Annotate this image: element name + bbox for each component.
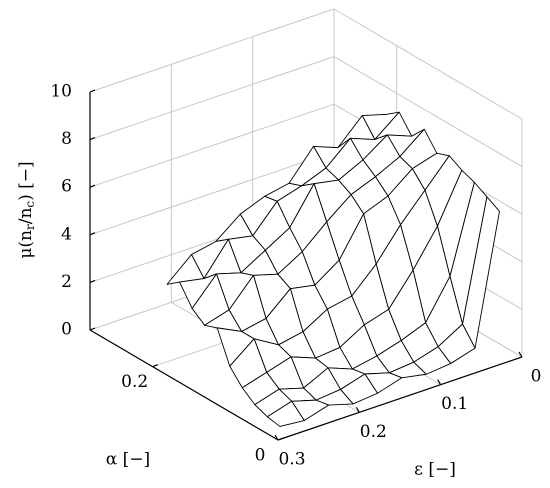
x-tick [437, 379, 442, 385]
z-label-part: μ(n [16, 230, 36, 259]
x-axis-label: ε [−] [414, 460, 456, 480]
z-tick [89, 279, 96, 283]
z-label-sub: r [23, 224, 37, 230]
z-tick-label: 0 [61, 320, 72, 340]
x-axis [277, 356, 523, 441]
y-tick [277, 437, 284, 441]
z-tick-label: 6 [61, 177, 72, 197]
x-tick-label: 0 [531, 367, 542, 387]
z-tick [89, 232, 96, 236]
y-tick [152, 364, 158, 368]
z-label-part: ) [−] [16, 161, 36, 201]
grid-line [89, 8, 335, 93]
z-tick-label: 2 [61, 272, 72, 292]
y-tick-label: 0 [255, 446, 266, 466]
surface-cell [266, 400, 305, 427]
z-tick-label: 10 [50, 82, 72, 102]
z-tick [89, 137, 96, 141]
z-tick-label: 4 [61, 224, 72, 244]
grid-line [89, 56, 335, 141]
z-tick-label: 8 [61, 129, 72, 149]
grid-line [89, 103, 335, 188]
x-tick [518, 351, 523, 358]
x-tick-label: 0.1 [441, 394, 468, 414]
grid-line [333, 8, 523, 120]
y-axis-label: α [−] [106, 450, 150, 470]
y-axis [89, 329, 279, 441]
grid-line [89, 151, 335, 236]
z-label-part: /n [16, 208, 36, 225]
z-tick [89, 89, 96, 93]
z-label-sub: c [23, 201, 37, 208]
grid-line [333, 56, 523, 168]
x-tick-label: 0.2 [360, 422, 387, 442]
z-tick [89, 184, 96, 188]
y-tick-label: 0.2 [121, 372, 148, 392]
x-tick [355, 407, 360, 413]
x-tick [274, 434, 279, 441]
z-tick [89, 327, 96, 331]
z-axis-label: μ(nr/nc) [−] [16, 161, 37, 258]
x-tick-label: 0.3 [278, 450, 305, 470]
